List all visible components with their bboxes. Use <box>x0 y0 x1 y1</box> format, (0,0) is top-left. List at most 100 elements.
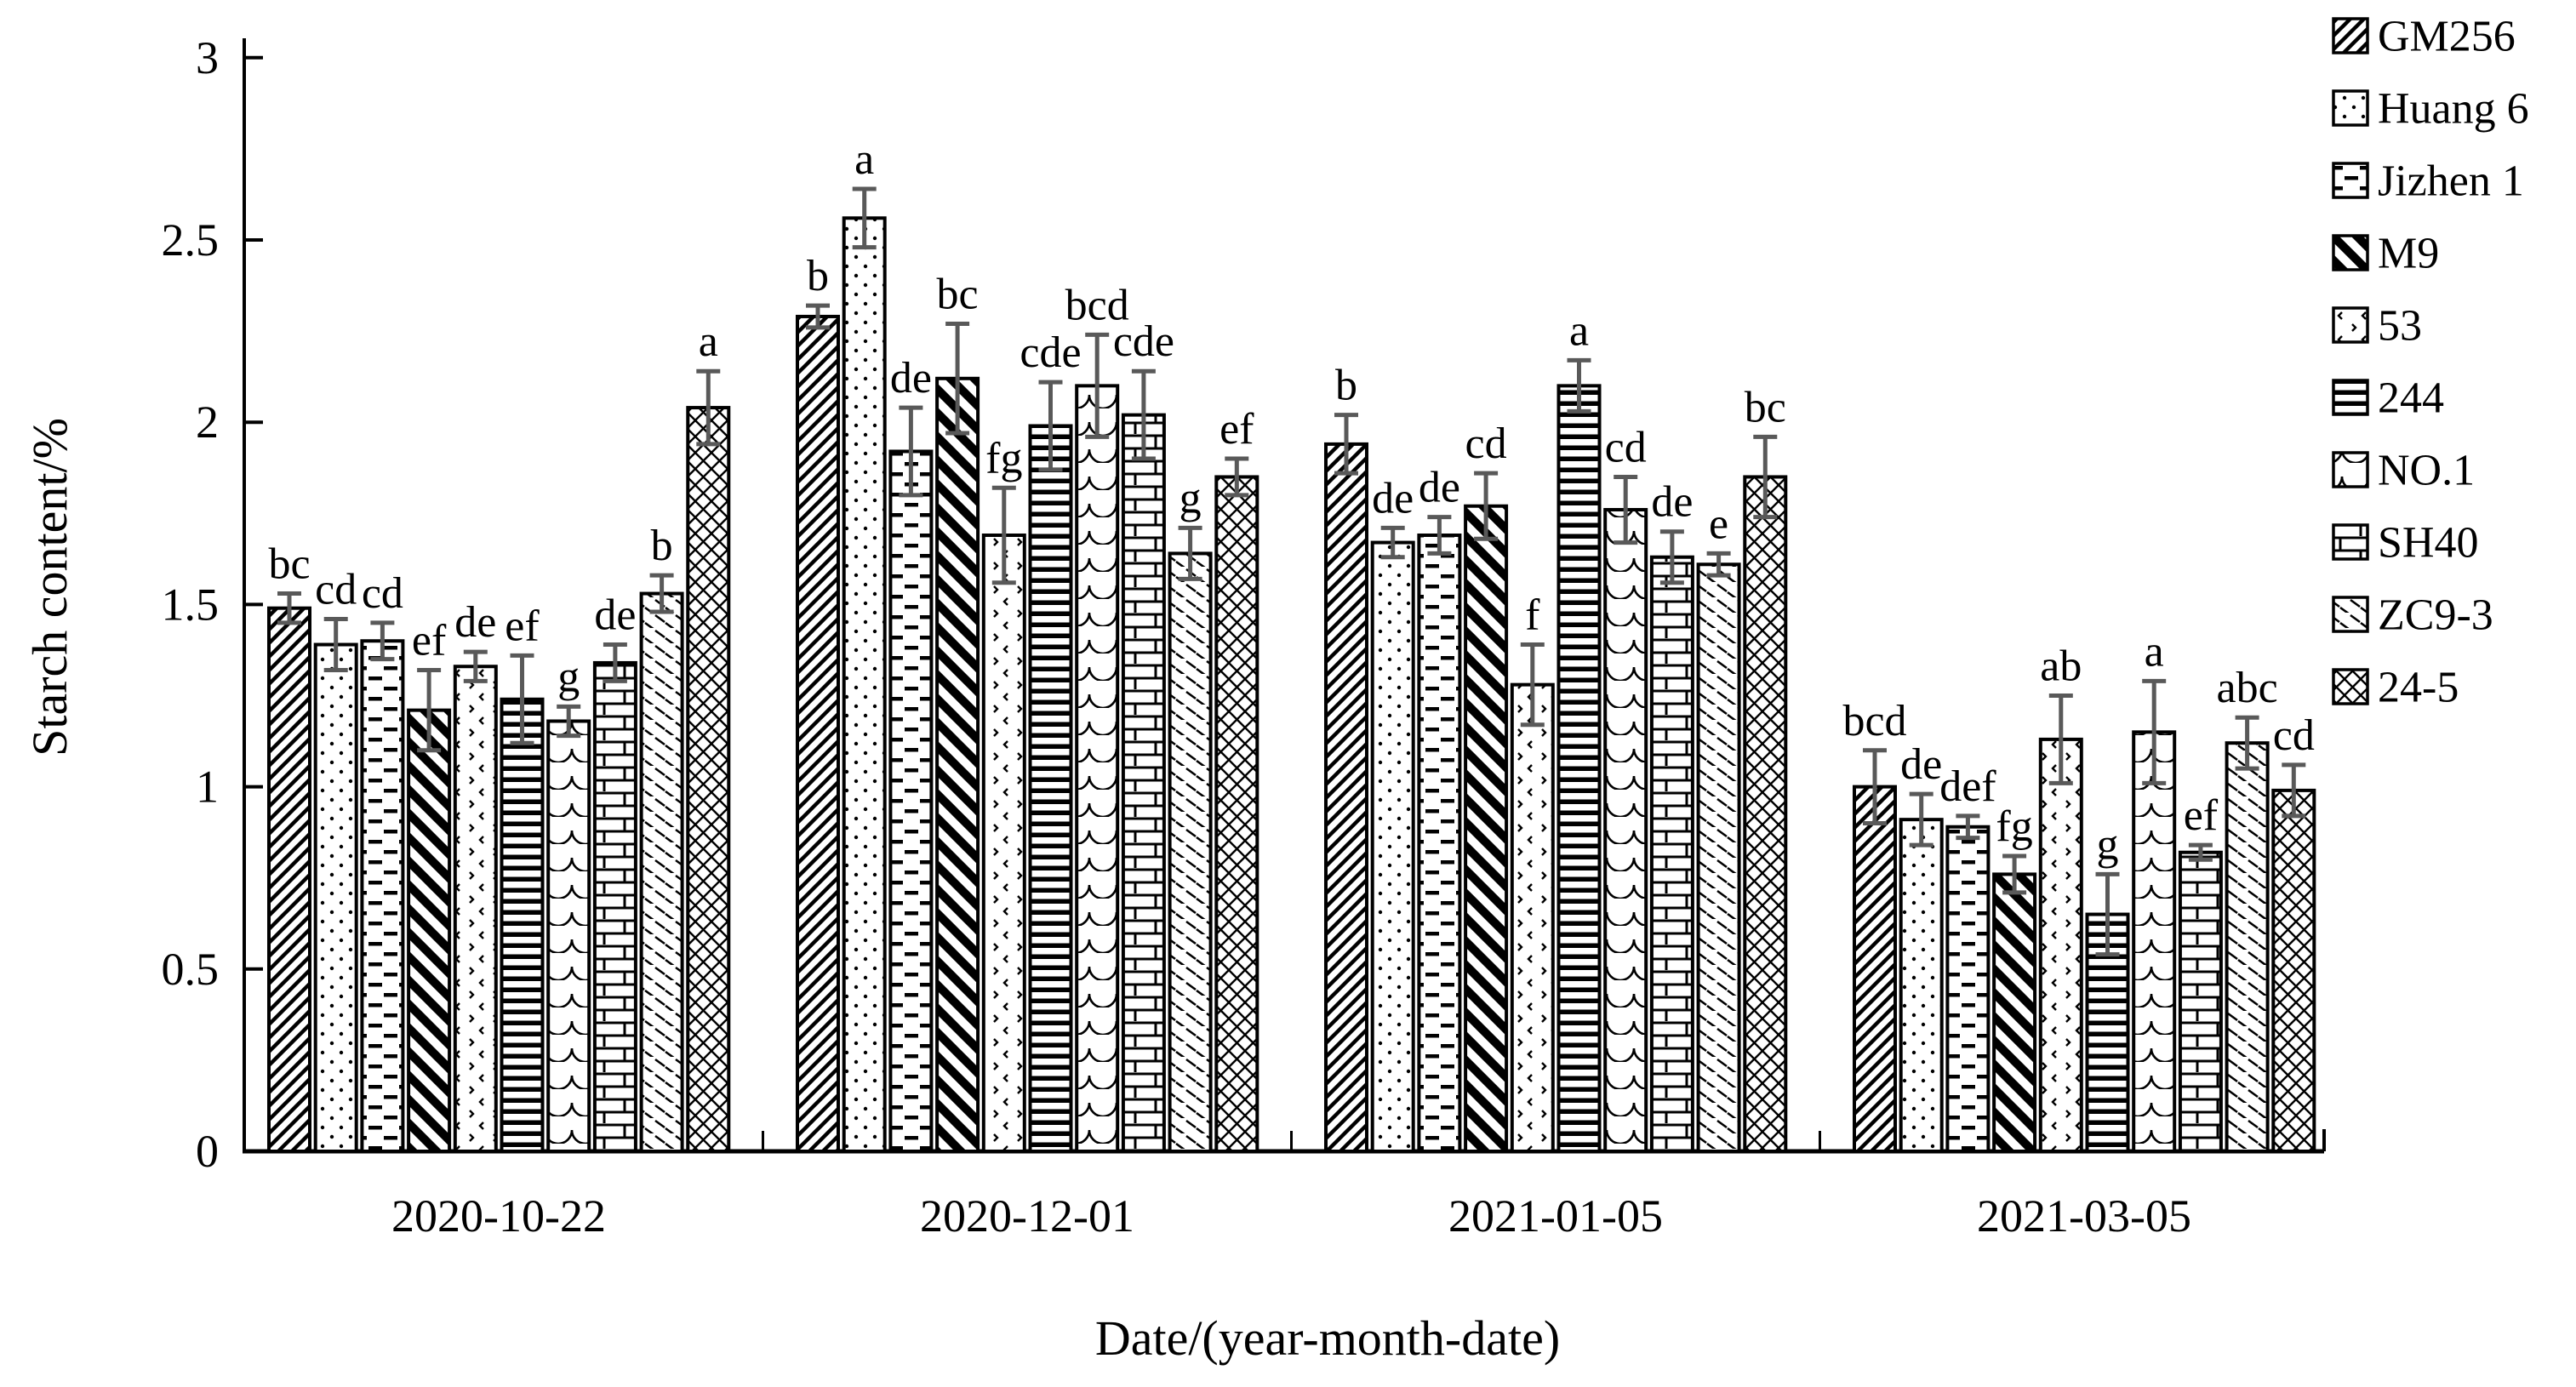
x-group-label: 2021-03-05 <box>1977 1190 2191 1241</box>
error-bar-no-1 <box>2142 678 2167 785</box>
sig-letter-24-5: cd <box>2273 711 2315 760</box>
error-bar-244 <box>510 653 534 745</box>
bar-24-5 <box>686 406 731 1153</box>
error-bar-m9 <box>945 322 970 436</box>
bar-53 <box>981 534 1026 1153</box>
bar-huang-6 <box>1899 818 1944 1153</box>
bar-gm256 <box>796 314 840 1153</box>
sig-letter-jizhen-1: de <box>890 354 932 402</box>
legend-item-sh40: SH40 <box>2332 519 2478 568</box>
sig-letter-m9: bc <box>937 271 979 319</box>
bar-zc9-3 <box>2225 741 2270 1154</box>
sig-letter-zc9-3: e <box>1709 499 1728 548</box>
legend-item-jizhen-1: Jizhen 1 <box>2332 157 2524 206</box>
legend-label-m9: M9 <box>2378 230 2439 278</box>
y-tick-label: 2.5 <box>162 214 220 265</box>
legend-label-244: 244 <box>2378 374 2444 423</box>
sig-letter-huang-6: a <box>854 135 874 184</box>
sig-letter-m9: ef <box>412 617 447 665</box>
legend-label-jizhen-1: Jizhen 1 <box>2378 157 2524 206</box>
sig-letter-sh40: cde <box>1113 317 1174 366</box>
sig-letter-huang-6: de <box>1900 740 1942 789</box>
legend-label-53: 53 <box>2378 302 2422 351</box>
sig-letter-24-5: ef <box>1219 405 1254 454</box>
error-bar-53 <box>991 485 1016 585</box>
bar-sh40 <box>592 660 637 1153</box>
error-bar-24-5 <box>1225 456 1249 498</box>
sig-letter-zc9-3: b <box>651 522 673 570</box>
legend-item-huang-6: Huang 6 <box>2332 85 2529 134</box>
bar-gm256 <box>1853 785 1897 1153</box>
y-tick-label: 0.5 <box>162 944 220 995</box>
sig-letter-jizhen-1: def <box>1939 762 1996 811</box>
sig-letter-gm256: b <box>807 252 829 300</box>
sig-letter-sh40: de <box>1651 478 1693 527</box>
error-bar-huang-6 <box>852 186 877 250</box>
legend-item-gm256: GM256 <box>2332 13 2516 61</box>
sig-letter-244: g <box>2097 820 2119 869</box>
sig-letter-53: f <box>1525 591 1540 640</box>
bar-jizhen-1 <box>1417 534 1462 1153</box>
legend-swatch-m9 <box>2332 234 2369 271</box>
error-bar-huang-6 <box>1380 525 1405 560</box>
y-tick-label: 3 <box>196 32 219 83</box>
legend-label-zc9-3: ZC9-3 <box>2378 591 2493 640</box>
legend-swatch-no-1 <box>2332 451 2369 488</box>
sig-letter-zc9-3: g <box>1179 474 1202 522</box>
sig-letter-gm256: bc <box>268 540 310 589</box>
bar-jizhen-1 <box>360 639 405 1153</box>
bar-24-5 <box>1743 475 1788 1153</box>
legend-swatch-24-5 <box>2332 668 2369 705</box>
legend-item-24-5: 24-5 <box>2332 664 2459 712</box>
sig-letter-53: fg <box>985 434 1022 482</box>
sig-letter-24-5: a <box>699 317 718 366</box>
sig-letter-no-1: g <box>557 653 580 701</box>
sig-letter-no-1: bcd <box>1065 281 1129 329</box>
legend-swatch-53 <box>2332 306 2369 344</box>
error-bar-53 <box>2048 694 2073 785</box>
x-group-label: 2020-12-01 <box>920 1190 1134 1241</box>
error-bar-jizhen-1 <box>370 620 395 662</box>
legend-swatch-gm256 <box>2332 17 2369 54</box>
error-bar-sh40 <box>1659 529 1684 585</box>
bar-53 <box>1510 682 1555 1153</box>
bar-24-5 <box>2271 788 2316 1153</box>
y-axis-title: Starch content/% <box>22 418 77 756</box>
error-bar-244 <box>1038 380 1063 472</box>
error-bar-53 <box>1520 642 1545 728</box>
bar-zc9-3 <box>1168 551 1213 1153</box>
error-bar-244 <box>1567 357 1591 414</box>
sig-letter-jizhen-1: cd <box>362 569 403 618</box>
error-bar-jizhen-1 <box>899 405 923 498</box>
legend-swatch-jizhen-1 <box>2332 162 2369 199</box>
bar-no-1 <box>1603 508 1648 1153</box>
sig-letter-gm256: b <box>1335 362 1357 410</box>
bar-zc9-3 <box>1696 562 1741 1153</box>
sig-letter-53: de <box>454 598 496 647</box>
legend-item-no-1: NO.1 <box>2332 447 2475 495</box>
error-bar-sh40 <box>1131 368 1156 461</box>
legend-label-no-1: NO.1 <box>2378 447 2475 495</box>
bar-gm256 <box>1324 442 1368 1153</box>
legend-item-53: 53 <box>2332 302 2422 351</box>
sig-letter-huang-6: de <box>1372 474 1414 522</box>
sig-letter-sh40: ef <box>2184 791 2219 840</box>
error-bar-gm256 <box>806 303 830 330</box>
bar-53 <box>453 665 498 1153</box>
sig-letter-244: cde <box>1020 328 1081 377</box>
bar-no-1 <box>1075 384 1120 1153</box>
bar-huang-6 <box>842 216 887 1153</box>
error-bar-jizhen-1 <box>1427 515 1452 556</box>
bar-244 <box>1028 424 1073 1153</box>
error-bar-24-5 <box>2282 762 2306 819</box>
y-tick-label: 2 <box>196 397 219 448</box>
sig-letter-244: a <box>1569 306 1589 355</box>
error-bar-sh40 <box>603 642 627 683</box>
legend-label-gm256: GM256 <box>2378 13 2516 61</box>
error-bar-m9 <box>417 668 442 753</box>
x-group-label: 2021-01-05 <box>1448 1190 1663 1241</box>
error-bar-m9 <box>2002 853 2027 895</box>
